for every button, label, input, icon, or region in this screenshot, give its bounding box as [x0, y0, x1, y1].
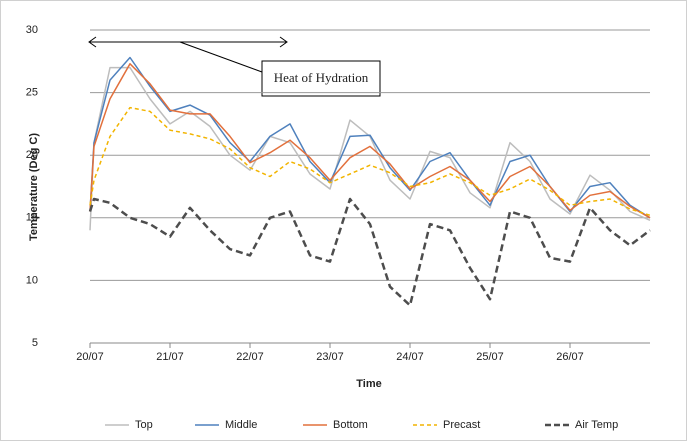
legend-label: Air Temp: [575, 419, 618, 431]
arrow-heads: [88, 36, 288, 48]
legend-label: Middle: [225, 419, 257, 431]
annotation-leader: [179, 41, 263, 73]
x-tick-label: 24/07: [396, 351, 424, 363]
annotation-box: [261, 60, 381, 97]
y-tick-label: 5: [32, 337, 38, 349]
y-tick-label: 20: [26, 149, 38, 161]
y-tick-label: 10: [26, 274, 38, 286]
y-tick-label: 15: [26, 212, 38, 224]
x-tick-label: 23/07: [316, 351, 344, 363]
x-tick-label: 25/07: [476, 351, 504, 363]
y-tick-label: 25: [26, 87, 38, 99]
legend: Top Middle Bottom Precast Air Temp: [105, 419, 618, 431]
series-line: [89, 66, 651, 231]
x-tick-label: 20/07: [76, 351, 104, 363]
annotation-text: Heat of Hydration: [274, 70, 369, 85]
series-line: [89, 63, 651, 219]
x-tick-label: 22/07: [236, 351, 264, 363]
legend-label: Bottom: [333, 419, 368, 431]
annotation: Heat of Hydration: [88, 36, 381, 97]
y-axis-title: Temperature (Deg C): [28, 133, 40, 241]
x-tick-label: 26/07: [556, 351, 584, 363]
series-line: [89, 106, 651, 217]
legend-label: Precast: [443, 419, 480, 431]
y-tick-label: 30: [26, 24, 38, 36]
legend-label: Top: [135, 419, 153, 431]
x-axis-title: Time: [356, 378, 381, 390]
x-tick-label: 21/07: [156, 351, 184, 363]
